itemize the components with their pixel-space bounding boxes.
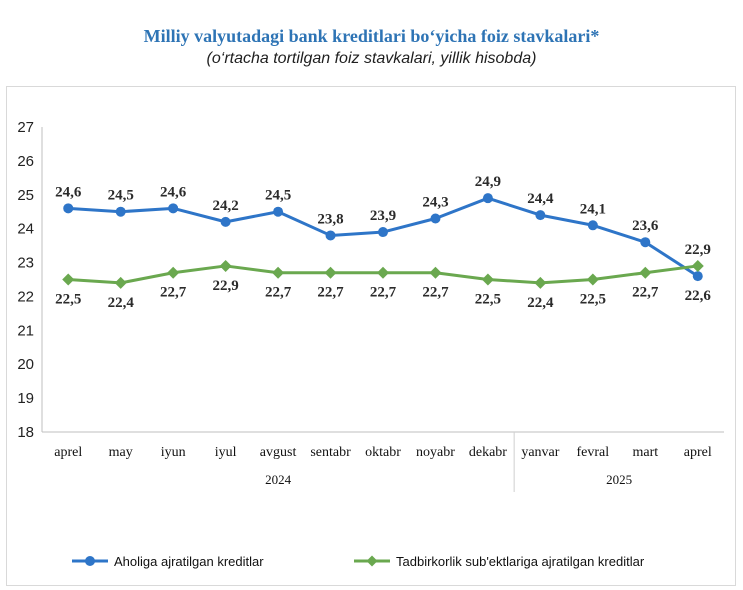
data-label: 22,4	[108, 295, 135, 311]
y-tick-label: 22	[17, 288, 34, 305]
series-1-point	[63, 203, 74, 214]
y-tick-label: 23	[17, 255, 34, 272]
data-label: 22,6	[685, 288, 712, 304]
x-tick-label: yanvar	[521, 445, 559, 460]
year-group-label: 2024	[265, 472, 292, 487]
data-label: 22,7	[370, 285, 397, 301]
x-tick-label: fevral	[577, 445, 610, 460]
x-tick-label: aprel	[684, 445, 712, 460]
chart-frame	[6, 86, 736, 586]
data-label: 24,3	[422, 195, 448, 211]
data-label: 22,7	[632, 285, 659, 301]
series-2-point	[429, 266, 442, 279]
x-tick-label: dekabr	[469, 445, 507, 460]
series-1-point	[535, 210, 546, 221]
x-tick-label: aprel	[54, 445, 82, 460]
series-2-point	[691, 259, 704, 272]
data-label: 22,7	[265, 285, 292, 301]
y-tick-label: 20	[17, 356, 34, 373]
series-1-point	[168, 203, 179, 214]
data-label: 22,9	[685, 242, 711, 258]
series-2-point	[377, 266, 389, 279]
y-tick-label: 19	[17, 390, 34, 407]
y-tick-label: 21	[17, 322, 34, 339]
data-label: 22,7	[160, 285, 187, 301]
data-label: 24,6	[160, 184, 187, 200]
series-2-point	[324, 266, 337, 279]
y-tick-label: 27	[17, 119, 34, 136]
data-label: 23,9	[370, 208, 396, 224]
series-2-point	[219, 259, 232, 272]
x-tick-label: oktabr	[365, 445, 401, 460]
chart-subtitle: (o‘rtacha tortilgan foiz stavkalari, yil…	[206, 50, 537, 67]
y-tick-label: 18	[17, 424, 34, 441]
series-1-point	[220, 216, 231, 227]
data-label: 24,2	[212, 198, 238, 214]
x-tick-label: sentabr	[310, 445, 351, 460]
series-1-point	[115, 206, 126, 217]
data-label: 22,5	[580, 292, 606, 308]
data-label: 22,9	[212, 278, 238, 294]
series-1-point	[482, 193, 493, 204]
x-tick-label: mart	[632, 445, 658, 460]
series-2-point	[62, 273, 75, 286]
series-1-point	[378, 227, 388, 238]
x-tick-label: iyun	[161, 445, 186, 460]
series-2-point	[167, 266, 180, 279]
data-label: 24,5	[108, 188, 134, 204]
x-tick-label: avgust	[260, 445, 297, 460]
x-tick-label: iyul	[215, 445, 237, 460]
series-1-point	[640, 237, 651, 248]
series-2-point	[481, 273, 494, 286]
legend-marker	[366, 555, 378, 567]
y-tick-label: 26	[17, 153, 34, 170]
data-label: 22,5	[55, 292, 81, 308]
data-label: 24,5	[265, 188, 291, 204]
data-label: 24,9	[475, 174, 501, 190]
data-label: 23,6	[632, 218, 659, 234]
series-1-point	[692, 271, 703, 282]
legend-label: Tadbirkorlik sub'ektlariga ajratilgan kr…	[396, 554, 645, 569]
series-1-point	[587, 220, 598, 231]
legend-label: Aholiga ajratilgan kreditlar	[114, 554, 264, 569]
legend-marker	[85, 556, 95, 566]
series-1-point	[430, 213, 441, 224]
series-1-point	[273, 206, 284, 217]
y-tick-label: 24	[17, 221, 34, 238]
data-label: 22,4	[527, 295, 554, 311]
year-group-label: 2025	[606, 472, 632, 487]
data-label: 22,7	[422, 285, 449, 301]
series-2-point	[586, 273, 599, 286]
data-label: 24,4	[527, 191, 554, 207]
y-tick-label: 25	[17, 187, 34, 204]
series-1-point	[325, 230, 336, 241]
series-2-point	[114, 276, 127, 289]
data-label: 22,5	[475, 292, 501, 308]
chart-title: Milliy valyutadagi bank kreditlari bo‘yi…	[143, 26, 600, 46]
data-label: 24,6	[55, 184, 82, 200]
series-2-point	[272, 266, 285, 279]
x-tick-label: noyabr	[416, 445, 455, 460]
data-label: 22,7	[317, 285, 344, 301]
series-2-point	[639, 266, 652, 279]
series-2-point	[534, 276, 547, 289]
x-tick-label: may	[109, 445, 133, 460]
data-label: 24,1	[580, 201, 606, 217]
data-label: 23,8	[317, 211, 343, 227]
